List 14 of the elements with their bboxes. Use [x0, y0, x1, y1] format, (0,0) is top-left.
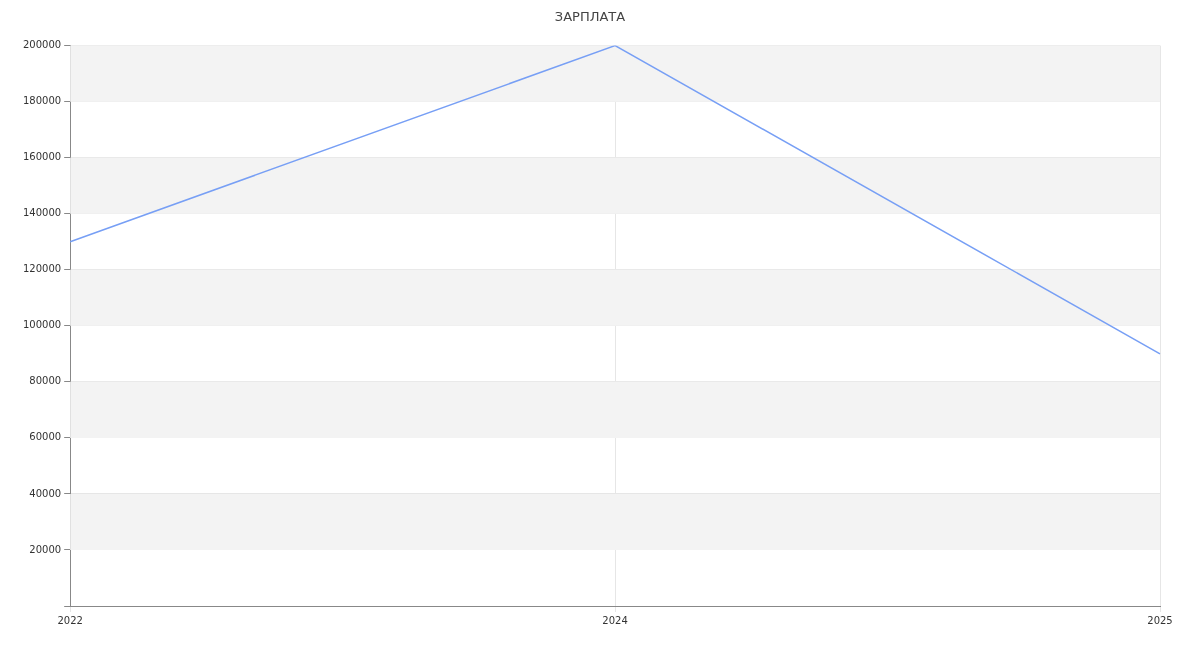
- y-tick-label: 60000: [29, 431, 62, 443]
- y-tick-label: 180000: [22, 95, 62, 107]
- y-tick-label: 40000: [29, 487, 62, 499]
- chart-title: ЗАРПЛАТА: [554, 9, 626, 25]
- y-tick-label: 80000: [29, 375, 62, 387]
- x-tick-label: 2025: [1147, 614, 1173, 626]
- y-tick-label: 160000: [22, 151, 62, 163]
- y-tick-label: 100000: [22, 319, 62, 331]
- y-tick-label: 200000: [22, 39, 62, 51]
- y-tick-label: 120000: [22, 263, 62, 275]
- y-tick-label: 20000: [29, 543, 62, 555]
- x-tick-label: 2024: [602, 614, 628, 626]
- y-tick-label: 140000: [22, 207, 62, 219]
- x-tick-label: 2022: [57, 614, 83, 626]
